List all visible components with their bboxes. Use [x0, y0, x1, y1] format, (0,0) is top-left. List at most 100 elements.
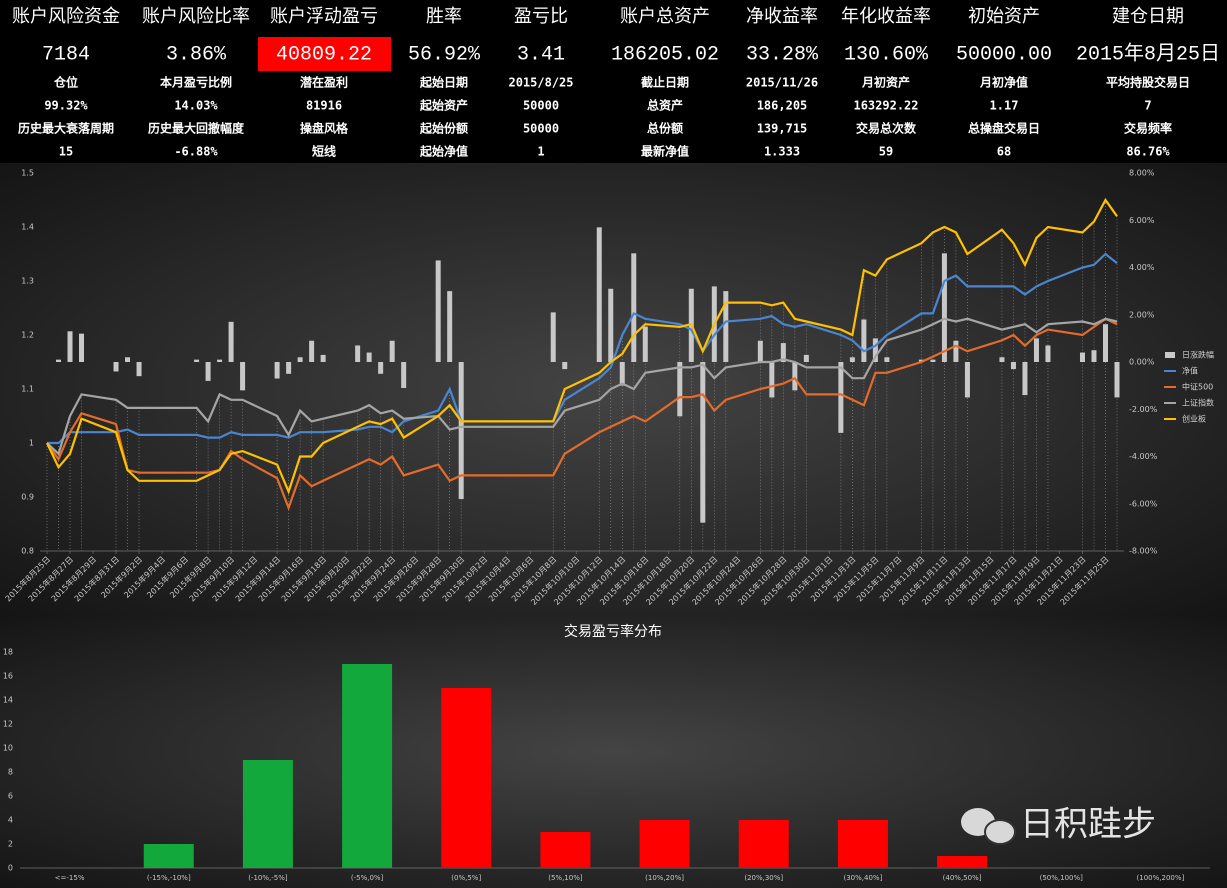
- header-cell: 本月盈亏比例: [160, 75, 232, 90]
- header-cell: 50000.00: [956, 43, 1052, 66]
- x-tick-label: (-10%,-5%]: [248, 874, 288, 882]
- x-tick-label: (-5%,0%]: [351, 874, 384, 882]
- bar: [837, 820, 888, 868]
- header-cell: 最新净值: [641, 144, 689, 159]
- y-tick-label: 1.5: [21, 169, 34, 178]
- y2-tick-label: 2.00%: [1129, 310, 1155, 319]
- header-cell: 59: [879, 145, 893, 159]
- header-cell: 130.60%: [844, 43, 929, 66]
- y-tick-label: 8: [8, 768, 13, 777]
- header-cell: 81916: [306, 99, 342, 113]
- header-cell: 起始份额: [419, 121, 468, 136]
- daily-change-bar: [677, 362, 683, 417]
- header-cell: 15: [59, 145, 73, 159]
- highlight-cell: [258, 37, 391, 71]
- daily-change-bar: [792, 362, 798, 391]
- daily-change-bar: [861, 319, 867, 362]
- bar: [143, 844, 194, 868]
- daily-change-bar: [113, 362, 119, 372]
- daily-change-bar: [435, 260, 441, 362]
- bar: [441, 688, 492, 868]
- y-tick-label: 1.3: [21, 277, 34, 286]
- daily-change-bar: [389, 340, 395, 362]
- y2-tick-label: -6.00%: [1129, 499, 1158, 508]
- y-tick-label: 12: [3, 720, 13, 729]
- daily-change-bar: [953, 340, 959, 362]
- daily-change-bar: [366, 352, 372, 362]
- x-tick-label: (0%,5%]: [451, 874, 481, 882]
- header-cell: 总资产: [647, 98, 683, 113]
- x-tick-label: (-15%,-10%]: [147, 874, 191, 882]
- header-cell: 7: [1144, 99, 1151, 113]
- header-cell: 起始资产: [419, 98, 468, 113]
- header-cell: 操盘风格: [300, 121, 349, 136]
- header-label: 建仓日期: [1112, 6, 1184, 27]
- x-tick-label: (100%,200%]: [1137, 874, 1185, 882]
- header-cell: 139,715: [757, 122, 808, 136]
- daily-change-bar: [596, 227, 602, 362]
- daily-change-bar: [619, 362, 625, 386]
- daily-change-bar: [849, 357, 855, 362]
- x-tick-label: (30%,40%]: [844, 874, 883, 882]
- y2-tick-label: 4.00%: [1129, 263, 1155, 272]
- y-tick-label: 0.8: [21, 547, 34, 556]
- header-cell: 潜在盈利: [300, 75, 348, 90]
- daily-change-bar: [999, 357, 1005, 362]
- daily-change-bar: [205, 362, 211, 381]
- header-background: [0, 0, 1227, 163]
- daily-change-bar: [757, 340, 763, 362]
- daily-change-bar: [1010, 362, 1016, 370]
- daily-change-bar: [297, 357, 303, 362]
- y2-tick-label: 8.00%: [1129, 169, 1155, 178]
- y-tick-label: 1.2: [21, 331, 34, 340]
- chart-title: 交易盈亏率分布: [564, 623, 662, 640]
- series-line: [46, 317, 1118, 511]
- daily-change-bar: [723, 291, 729, 362]
- header-cell: 起始净值: [419, 144, 468, 159]
- header-cell: 历史最大衰落周期: [18, 121, 114, 136]
- bar-chart-background: [0, 615, 1227, 888]
- daily-change-bar: [964, 362, 970, 398]
- daily-change-bar: [447, 291, 453, 362]
- watermark-icon: [961, 808, 1016, 845]
- daily-change-bar: [1022, 362, 1028, 396]
- watermark: 日积跬步: [1020, 805, 1156, 845]
- header-label: 初始资产: [968, 6, 1040, 27]
- daily-change-bar: [320, 354, 326, 362]
- daily-change-bar: [1102, 324, 1108, 362]
- header-cell: 仓位: [53, 75, 78, 90]
- legend-label: 中证500: [1182, 382, 1213, 392]
- header-cell: 50000: [523, 99, 559, 113]
- header-cell: 186,205: [757, 99, 808, 113]
- daily-change-bar: [274, 362, 280, 379]
- y2-tick-label: 0.00%: [1129, 358, 1155, 367]
- header-cell: 总份额: [647, 121, 683, 136]
- header-label: 账户总资产: [620, 6, 710, 27]
- header-cell: 1.17: [990, 99, 1019, 113]
- header-cell: 99.32%: [44, 99, 88, 113]
- x-tick-label: <=-15%: [55, 874, 85, 882]
- header-cell: 短线: [312, 144, 336, 159]
- y2-tick-label: -2.00%: [1129, 405, 1158, 414]
- header-cell: 1.333: [764, 145, 800, 159]
- daily-change-bar: [941, 253, 947, 362]
- daily-change-bar: [780, 343, 786, 362]
- daily-change-bar: [642, 326, 648, 362]
- legend-swatch: [1165, 352, 1175, 358]
- series-line: [46, 317, 1118, 456]
- y-tick-label: 18: [3, 648, 13, 657]
- header-cell: 截止日期: [641, 75, 689, 90]
- y2-tick-label: -8.00%: [1129, 547, 1158, 556]
- y-tick-label: 16: [3, 672, 13, 681]
- header-cell: 月初资产: [861, 75, 910, 90]
- daily-change-bar: [838, 362, 844, 433]
- header-cell: 平均持股交易日: [1106, 75, 1190, 90]
- header-cell: 56.92%: [408, 43, 481, 66]
- daily-change-bar: [194, 359, 200, 362]
- x-tick-label: (50%,100%]: [1040, 874, 1084, 882]
- y-tick-label: 10: [3, 744, 13, 753]
- daily-change-bar: [228, 321, 234, 362]
- daily-change-bar: [309, 340, 315, 362]
- header-cell: 33.28%: [746, 43, 819, 66]
